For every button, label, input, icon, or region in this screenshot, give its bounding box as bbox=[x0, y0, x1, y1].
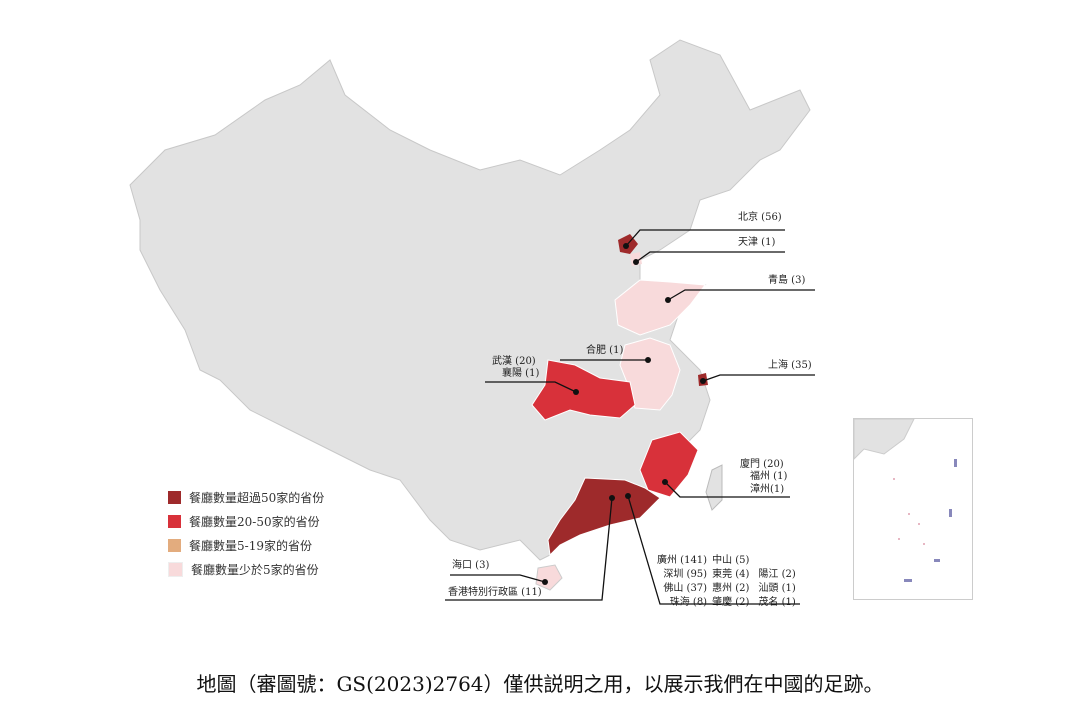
province-shandong bbox=[614, 279, 706, 336]
legend-label: 餐廳數量少於5家的省份 bbox=[191, 562, 319, 577]
label-zhangzhou: 漳州(1) bbox=[750, 484, 785, 495]
label-xiamen: 廈門 (20) bbox=[740, 459, 784, 470]
label-hefei: 合肥 (1) bbox=[586, 345, 624, 356]
label-wuhan: 武漢 (20) bbox=[492, 356, 536, 367]
label-beijing: 北京 (56) bbox=[738, 212, 782, 223]
label-huizhou: 惠州 (2) bbox=[712, 583, 750, 594]
label-dongguan: 東莞 (4) bbox=[712, 569, 750, 580]
taiwan bbox=[705, 464, 723, 511]
label-maoming: 茂名 (1) bbox=[758, 597, 796, 608]
label-fuzhou: 福州 (1) bbox=[750, 471, 788, 482]
leader-lines bbox=[445, 229, 815, 605]
legend-item-over50: 餐廳數量超過50家的省份 bbox=[168, 485, 324, 509]
label-xiangyang: 襄陽 (1) bbox=[502, 368, 540, 379]
province-hainan bbox=[535, 564, 563, 591]
label-zhongshan: 中山 (5) bbox=[712, 555, 750, 566]
legend-swatch bbox=[168, 538, 181, 552]
legend-item-20-50: 餐廳數量20-50家的省份 bbox=[168, 509, 324, 533]
province-guangdong bbox=[547, 477, 661, 557]
label-shenzhen: 深圳 (95) bbox=[663, 569, 708, 580]
label-qingdao: 青島 (3) bbox=[768, 275, 806, 286]
legend-label: 餐廳數量超過50家的省份 bbox=[189, 490, 325, 505]
province-fujian bbox=[639, 431, 699, 498]
guangdong-city-list: 廣州 (141) 中山 (5) 深圳 (95) 東莞 (4) 陽江 (2) 佛山 (3… bbox=[656, 554, 797, 610]
china-outline bbox=[129, 39, 811, 561]
legend-item-5-19: 餐廳數量5-19家的省份 bbox=[168, 533, 324, 557]
legend-item-under5: 餐廳數量少於5家的省份 bbox=[168, 557, 324, 581]
south-china-sea-inset bbox=[853, 418, 973, 600]
label-shantou: 汕頭 (1) bbox=[758, 583, 796, 594]
label-guangzhou: 廣州 (141) bbox=[657, 555, 708, 566]
label-hongkong: 香港特別行政區 (11) bbox=[448, 587, 542, 598]
label-yangjiang: 陽江 (2) bbox=[758, 569, 796, 580]
province-hubei bbox=[531, 359, 636, 421]
map-caption: 地圖（審圖號：GS(2023)2764）僅供説明之用，以展示我們在中國的足跡。 bbox=[196, 672, 884, 696]
legend-label: 餐廳數量20-50家的省份 bbox=[189, 514, 320, 529]
label-zhuhai: 珠海 (8) bbox=[669, 597, 708, 608]
legend-label: 餐廳數量5-19家的省份 bbox=[189, 538, 312, 553]
province-anhui bbox=[619, 337, 681, 411]
inset-map bbox=[854, 419, 957, 582]
label-zhaoqing: 肇慶 (2) bbox=[712, 597, 750, 608]
label-foshan: 佛山 (37) bbox=[663, 583, 708, 594]
legend-swatch bbox=[168, 514, 181, 528]
label-haikou: 海口 (3) bbox=[452, 560, 490, 571]
label-tianjin: 天津 (1) bbox=[738, 237, 776, 248]
city-markers bbox=[542, 243, 706, 585]
legend: 餐廳數量超過50家的省份 餐廳數量20-50家的省份 餐廳數量5-19家的省份 … bbox=[168, 485, 324, 581]
legend-swatch bbox=[168, 561, 183, 577]
legend-swatch bbox=[168, 490, 181, 504]
label-shanghai: 上海 (35) bbox=[768, 360, 812, 371]
